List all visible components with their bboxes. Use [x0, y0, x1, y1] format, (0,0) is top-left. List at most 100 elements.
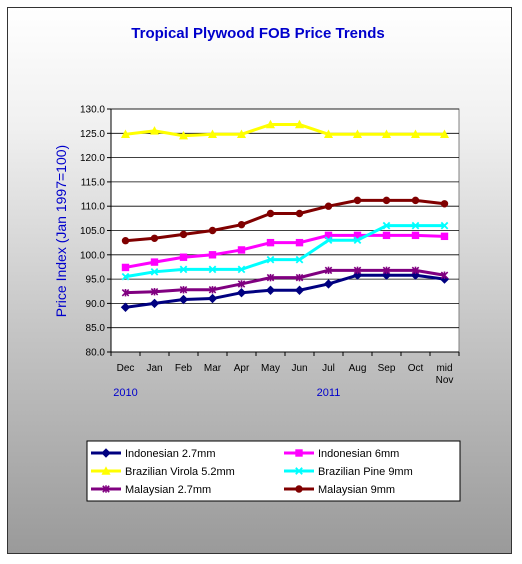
x-tick-label: Jun: [291, 363, 307, 374]
x-tick-label: Oct: [408, 363, 424, 374]
legend-swatch-marker: [102, 485, 110, 493]
chart-title: Tropical Plywood FOB Price Trends: [131, 25, 384, 42]
data-point: [266, 209, 275, 218]
data-point: [149, 298, 160, 309]
x-tick-label: Jan: [146, 363, 162, 374]
data-point: [294, 119, 305, 129]
data-point: [353, 266, 362, 275]
x-tick-label: Jul: [322, 363, 335, 374]
marker-stroke: [324, 236, 333, 245]
data-point: [236, 288, 247, 298]
series-malaysian-2-7mm: [121, 266, 449, 297]
legend-swatch-marker: [295, 485, 303, 493]
y-tick-label: 80.0: [86, 348, 106, 359]
data-point: [295, 209, 304, 218]
marker-stroke: [121, 272, 130, 281]
series-malaysian-9mm: [121, 196, 449, 245]
data-point: [323, 129, 334, 138]
data-point: [411, 231, 420, 240]
data-point: [149, 126, 160, 135]
data-point: [440, 271, 449, 279]
legend-label: Brazilian Pine 9mm: [318, 466, 413, 478]
legend-label: Indonesian 2.7mm: [125, 448, 216, 460]
x-tick-label: Nov: [436, 375, 454, 386]
data-point: [411, 221, 420, 230]
series-brazilian-pine-9mm: [121, 221, 449, 281]
data-point: [237, 220, 246, 229]
data-point: [294, 285, 305, 295]
y-axis-label: Price Index (Jan 1997=100): [53, 145, 69, 317]
data-point: [179, 230, 188, 239]
data-point: [120, 302, 131, 312]
data-point: [352, 129, 363, 138]
x-tick-label: mid: [436, 363, 452, 374]
data-point: [150, 267, 159, 276]
data-point: [121, 237, 130, 245]
marker-stroke: [266, 255, 275, 264]
data-point: [411, 266, 420, 275]
data-point: [324, 236, 333, 245]
x-tick-label: Apr: [234, 363, 250, 374]
data-point: [208, 265, 217, 274]
legend: Indonesian 2.7mm Indonesian 6mm Brazilian …: [86, 440, 461, 502]
data-point: [440, 232, 449, 241]
legend-item: Indonesian 6mm: [284, 448, 399, 460]
x-tick-label: May: [261, 363, 280, 374]
y-tick-label: 115.0: [81, 177, 106, 188]
data-point: [236, 129, 247, 138]
data-point: [120, 129, 131, 138]
data-point: [324, 266, 333, 275]
y-tick-label: 85.0: [86, 323, 106, 334]
legend-box: [86, 440, 461, 502]
data-point: [179, 286, 188, 294]
x-tick-label: Feb: [175, 363, 193, 374]
y-tick-label: 110.0: [81, 202, 106, 213]
x-tick-label: Dec: [117, 363, 135, 374]
legend-label: Malaysian 2.7mm: [125, 484, 211, 496]
data-point: [208, 286, 217, 294]
series-indonesian-6mm: [121, 231, 449, 272]
data-point: [121, 263, 130, 272]
marker-stroke: [295, 467, 303, 475]
marker-stroke: [179, 265, 188, 274]
marker-stroke: [440, 221, 449, 230]
data-point: [207, 129, 218, 138]
x-tick-label: Mar: [204, 363, 222, 374]
legend-swatch-marker: [101, 448, 111, 458]
data-point: [121, 288, 130, 297]
data-point: [381, 129, 392, 138]
data-point: [353, 236, 362, 245]
series-line: [125, 198, 445, 243]
data-point: [179, 265, 188, 274]
series-line: [125, 123, 445, 138]
data-point: [178, 130, 189, 140]
legend-label: Brazilian Virola 5.2mm: [125, 466, 235, 478]
y-tick-label: 105.0: [80, 226, 105, 237]
y-tick-label: 125.0: [80, 129, 105, 140]
data-point: [295, 273, 304, 282]
series-line: [125, 268, 445, 295]
data-point: [382, 266, 391, 275]
data-point: [324, 231, 333, 240]
year-label: 2010: [113, 387, 137, 399]
data-point: [410, 129, 421, 138]
data-point: [411, 196, 420, 205]
data-point: [382, 196, 391, 205]
y-tick-label: 90.0: [86, 299, 106, 310]
data-point: [439, 129, 450, 138]
data-point: [150, 287, 159, 296]
year-label: 2011: [317, 387, 341, 399]
data-point: [324, 202, 333, 210]
data-point: [440, 221, 449, 230]
data-point: [179, 253, 188, 261]
series-line: [125, 273, 445, 309]
legend-label: Malaysian 9mm: [318, 484, 395, 496]
data-point: [265, 285, 276, 295]
data-point: [266, 273, 275, 282]
legend-item: Brazilian Virola 5.2mm: [91, 466, 235, 478]
marker-stroke: [237, 265, 246, 274]
series-line: [125, 233, 445, 269]
data-point: [266, 238, 275, 247]
legend-swatch-marker: [295, 467, 303, 475]
data-point: [382, 221, 391, 230]
